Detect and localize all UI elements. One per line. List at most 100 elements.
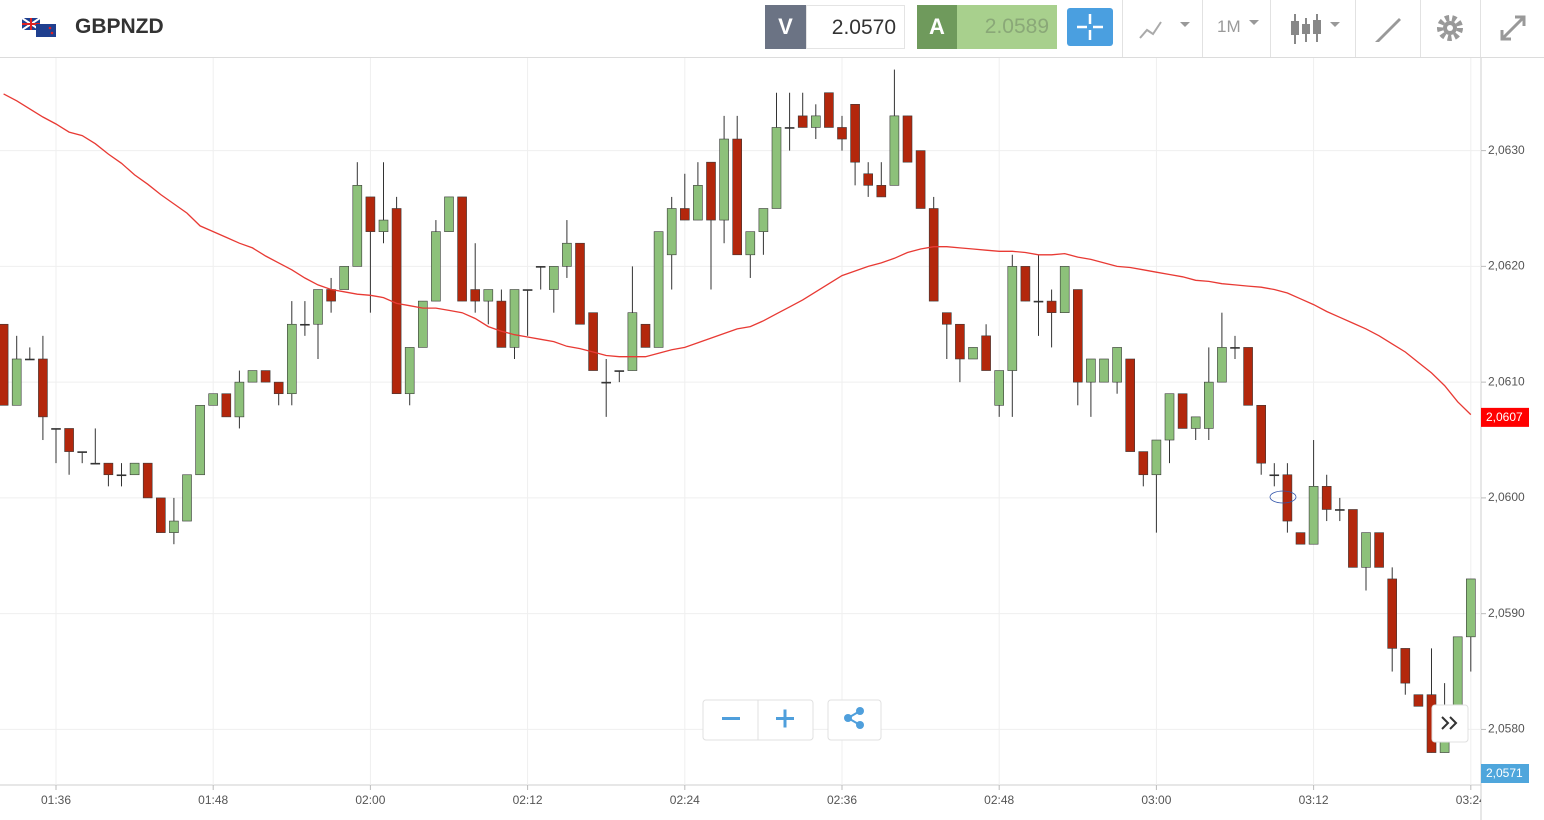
x-tick-label: 01:36: [41, 793, 71, 807]
timeframe[interactable]: 1M: [1217, 17, 1241, 36]
candle-body: [457, 196, 467, 302]
flag-nz: [36, 24, 56, 37]
zoom-in[interactable]: [776, 709, 794, 728]
draw-button[interactable]: [1373, 14, 1403, 44]
candle-body: [444, 196, 454, 232]
candle-body: [142, 462, 153, 499]
candle-type-button[interactable]: [1290, 12, 1350, 46]
candle-body: [509, 289, 520, 348]
candle-body: [1361, 532, 1371, 568]
share-box[interactable]: [827, 699, 882, 741]
candle-icon: [1302, 24, 1310, 34]
chart-type-button[interactable]: [1138, 14, 1198, 44]
candle-body: [1190, 416, 1201, 429]
candle-body: [1400, 648, 1411, 684]
candle-body: [404, 347, 415, 395]
candle-body: [313, 289, 323, 325]
y-tick-label: 2,0630: [1488, 143, 1525, 157]
candle-body: [758, 208, 769, 232]
candle-body: [1177, 393, 1188, 429]
candle-icon: [1291, 21, 1299, 35]
share-dot: [856, 707, 864, 715]
candle-body: [1086, 358, 1096, 383]
candle-body: [1059, 266, 1070, 313]
x-tick-label: 03:12: [1299, 793, 1329, 807]
candle-body: [1387, 578, 1397, 649]
candle-body: [90, 462, 101, 465]
candle-body: [1295, 532, 1306, 545]
candle-body: [496, 300, 507, 348]
candle-body: [1243, 347, 1253, 406]
candle-body: [470, 289, 481, 302]
candle-body: [784, 127, 795, 129]
candle-body: [614, 370, 625, 372]
candle-body: [38, 358, 48, 418]
candle-body: [627, 312, 638, 371]
share-dot: [856, 721, 864, 729]
candle-body: [1217, 347, 1227, 383]
gear-hole: [1447, 25, 1453, 31]
flag-star: [50, 31, 54, 35]
candle-body: [260, 370, 271, 383]
candle-body: [234, 381, 245, 418]
candle-body: [24, 358, 35, 361]
flag-icon: [22, 18, 56, 37]
candle-body: [391, 208, 402, 395]
crosshair-button[interactable]: [1067, 8, 1113, 46]
y-tick-label: 2,0580: [1488, 722, 1525, 736]
price-tag: [1481, 764, 1529, 783]
candle-body: [1256, 404, 1266, 464]
candle-body: [902, 115, 913, 163]
candle-body: [1151, 439, 1162, 476]
crosshair-bg: [1067, 8, 1113, 46]
y-tick-label: 2,0620: [1488, 259, 1525, 273]
candle-body: [1125, 358, 1135, 452]
candle-body: [352, 185, 363, 267]
crosshair-icon: [1077, 14, 1103, 40]
candle-body: [1020, 266, 1031, 302]
candle-body: [575, 242, 585, 325]
settings-button[interactable]: [1435, 13, 1465, 43]
cursor-marker: [1269, 490, 1297, 504]
sell-price[interactable]: 2.0570: [806, 5, 905, 49]
x-tick-label: 02:12: [513, 793, 543, 807]
grid: [0, 58, 1481, 785]
separator: [1420, 0, 1421, 57]
candle-body: [1413, 694, 1424, 707]
candle-body: [1007, 266, 1018, 371]
candle-body: [273, 381, 284, 395]
sell-label[interactable]: V: [765, 5, 806, 49]
candle-body: [928, 208, 939, 302]
candle-body: [588, 312, 598, 371]
candle-body: [1073, 289, 1083, 383]
candle-body: [483, 289, 494, 302]
candle-body: [889, 115, 900, 186]
candle-body: [103, 462, 114, 476]
candle-body: [1452, 636, 1463, 707]
zoom-out[interactable]: [722, 717, 740, 720]
y-tick-label: 2,0590: [1488, 606, 1525, 620]
toolbar: GBPNZD V 2.0570 A 2.0589 1M: [0, 0, 1544, 58]
line-icon: [1139, 21, 1162, 39]
scroll-end-icon: [1441, 716, 1458, 730]
buy-label[interactable]: A: [917, 5, 957, 49]
y-tick-label: 2,0610: [1488, 374, 1525, 388]
candle-body: [535, 266, 546, 268]
moving-average: [3, 93, 1472, 416]
candle-body: [1033, 300, 1044, 303]
scroll-end-button[interactable]: [1431, 704, 1469, 743]
candle-body: [824, 92, 834, 128]
buy-price[interactable]: 2.0589: [957, 5, 1057, 49]
candle-body: [981, 335, 991, 371]
symbol: GBPNZD: [75, 15, 164, 38]
candle-body: [1099, 358, 1109, 383]
fullscreen-button[interactable]: [1498, 13, 1528, 43]
candle-body: [522, 289, 533, 291]
caret: [1180, 22, 1190, 27]
zoom-controls: [702, 699, 1469, 743]
candle-body: [300, 323, 310, 326]
x-tick-label: 02:36: [827, 793, 857, 807]
candle-body: [994, 370, 1005, 406]
candle-body: [1335, 509, 1345, 511]
gear-icon: [1437, 15, 1463, 41]
